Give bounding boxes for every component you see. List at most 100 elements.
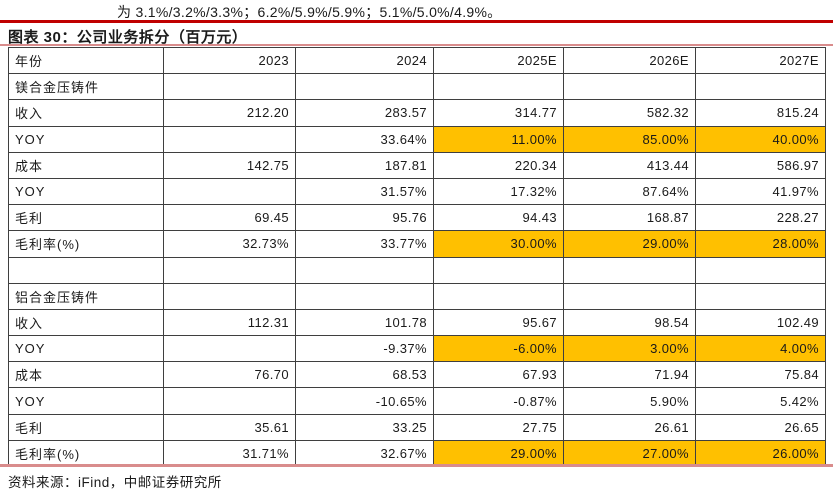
- section-row: 铝合金压铸件: [8, 282, 826, 310]
- table-cell: 168.87: [563, 204, 696, 232]
- row-label: YOY: [8, 335, 164, 363]
- table-cell: 586.97: [695, 151, 826, 179]
- row-label: 毛利: [8, 204, 164, 232]
- table-cell: [433, 73, 564, 101]
- table-row: YOY 31.57% 17.32% 87.64% 41.97%: [8, 177, 826, 206]
- table-header-cell: 2025E: [433, 46, 564, 75]
- table-cell: 33.64%: [295, 125, 434, 153]
- row-label: YOY: [8, 125, 164, 153]
- table-cell: 29.00%: [563, 230, 696, 258]
- table-cell: 102.49: [695, 308, 826, 337]
- table-cell: 29.00%: [433, 439, 564, 468]
- table-cell: 283.57: [295, 99, 434, 127]
- row-label: 收入: [8, 99, 164, 127]
- table-cell: 87.64%: [563, 177, 696, 206]
- table-cell: 101.78: [295, 308, 434, 337]
- table-cell: 85.00%: [563, 125, 696, 153]
- table-cell: [695, 73, 826, 101]
- table-cell: 94.43: [433, 204, 564, 232]
- table-cell: 33.25: [295, 413, 434, 441]
- table-cell: 142.75: [163, 151, 296, 179]
- table-cell: 582.32: [563, 99, 696, 127]
- top-paragraph-fragment: 为 3.1%/3.2%/3.3%；6.2%/5.9%/5.9%；5.1%/5.0…: [117, 4, 502, 20]
- table-cell: 95.67: [433, 308, 564, 337]
- table-cell: 68.53: [295, 361, 434, 389]
- table-cell: 35.61: [163, 413, 296, 441]
- table-cell: 17.32%: [433, 177, 564, 206]
- table-cell: 30.00%: [433, 230, 564, 258]
- table-cell: 41.97%: [695, 177, 826, 206]
- table-cell: 5.90%: [563, 387, 696, 415]
- table-cell: 98.54: [563, 308, 696, 337]
- section-row: 镁合金压铸件: [8, 73, 826, 101]
- table-cell: 220.34: [433, 151, 564, 179]
- table-row: YOY 33.64% 11.00% 85.00% 40.00%: [8, 125, 826, 153]
- table-cell: 815.24: [695, 99, 826, 127]
- row-label: 毛利率(%): [8, 230, 164, 258]
- table-header-cell: 2023: [163, 46, 296, 75]
- figure-caption: 图表 30：公司业务拆分（百万元）: [8, 29, 248, 46]
- table-cell: [163, 282, 296, 310]
- source-note: 资料来源：iFind，中邮证券研究所: [8, 475, 222, 490]
- table-cell: [163, 335, 296, 363]
- row-label: 成本: [8, 151, 164, 179]
- table-cell: 26.00%: [695, 439, 826, 468]
- bottom-red-rule: [0, 464, 833, 467]
- table-cell: -6.00%: [433, 335, 564, 363]
- table-cell: 33.77%: [295, 230, 434, 258]
- table-cell: [163, 177, 296, 206]
- table-cell: [433, 282, 564, 310]
- table-row: 毛利率(%) 32.73% 33.77% 30.00% 29.00% 28.00%: [8, 230, 826, 258]
- table-header-cell: 2026E: [563, 46, 696, 75]
- table-row: 毛利 35.61 33.25 27.75 26.61 26.65: [8, 413, 826, 441]
- table-cell: [563, 73, 696, 101]
- table-cell: [295, 256, 434, 284]
- table-cell: [163, 387, 296, 415]
- table-cell: 4.00%: [695, 335, 826, 363]
- table-cell: -10.65%: [295, 387, 434, 415]
- table-header-row: 年份 2023 2024 2025E 2026E 2027E: [8, 46, 826, 75]
- table-cell: [163, 256, 296, 284]
- table-cell: 95.76: [295, 204, 434, 232]
- row-label: 铝合金压铸件: [8, 282, 164, 310]
- table-cell: [163, 125, 296, 153]
- table-cell: 5.42%: [695, 387, 826, 415]
- row-label: [8, 256, 164, 284]
- caption-underline-rule: [0, 44, 833, 46]
- top-red-rule: [0, 20, 833, 23]
- table-cell: 228.27: [695, 204, 826, 232]
- table-cell: 28.00%: [695, 230, 826, 258]
- row-label: 镁合金压铸件: [8, 73, 164, 101]
- table-cell: 67.93: [433, 361, 564, 389]
- table-row: 成本 76.70 68.53 67.93 71.94 75.84: [8, 361, 826, 389]
- table-row: 成本 142.75 187.81 220.34 413.44 586.97: [8, 151, 826, 179]
- table-header-cell: 年份: [8, 46, 164, 75]
- business-breakdown-table: 年份 2023 2024 2025E 2026E 2027E 镁合金压铸件 收入 212.20…: [8, 46, 826, 468]
- table-row: 毛利 69.45 95.76 94.43 168.87 228.27: [8, 204, 826, 232]
- row-label: YOY: [8, 387, 164, 415]
- row-label: 收入: [8, 308, 164, 337]
- table-cell: 31.57%: [295, 177, 434, 206]
- row-label: 成本: [8, 361, 164, 389]
- table-cell: 26.61: [563, 413, 696, 441]
- table-cell: 112.31: [163, 308, 296, 337]
- row-label: 毛利: [8, 413, 164, 441]
- spacer-row: [8, 256, 826, 284]
- table-cell: 314.77: [433, 99, 564, 127]
- table-cell: 413.44: [563, 151, 696, 179]
- table-cell: -0.87%: [433, 387, 564, 415]
- table-cell: [295, 282, 434, 310]
- table-cell: 40.00%: [695, 125, 826, 153]
- table-row: YOY -10.65% -0.87% 5.90% 5.42%: [8, 387, 826, 415]
- table-row: 收入 212.20 283.57 314.77 582.32 815.24: [8, 99, 826, 127]
- table-cell: 32.73%: [163, 230, 296, 258]
- table-cell: 31.71%: [163, 439, 296, 468]
- table-cell: [695, 282, 826, 310]
- table-cell: 187.81: [295, 151, 434, 179]
- table-row: 收入 112.31 101.78 95.67 98.54 102.49: [8, 308, 826, 337]
- table-cell: [433, 256, 564, 284]
- table-header-cell: 2024: [295, 46, 434, 75]
- row-label: 毛利率(%): [8, 439, 164, 468]
- table-cell: [695, 256, 826, 284]
- table-cell: [295, 73, 434, 101]
